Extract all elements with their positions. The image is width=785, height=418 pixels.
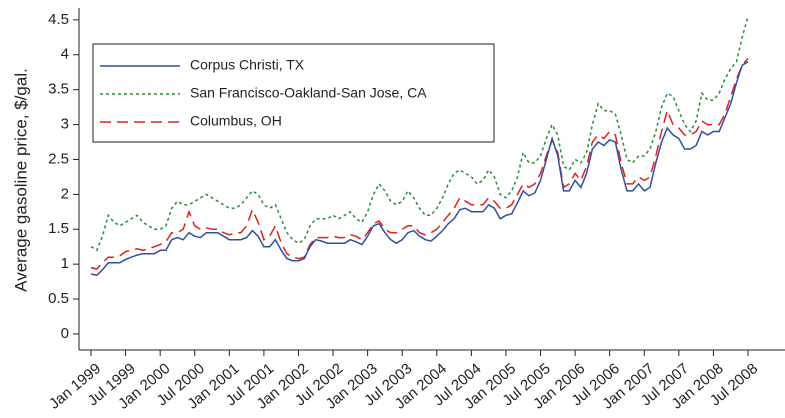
y-tick-label: 1 bbox=[61, 255, 69, 272]
y-tick-label: 0 bbox=[61, 325, 69, 342]
y-tick-label: 3 bbox=[61, 116, 69, 133]
legend-label: Columbus, OH bbox=[190, 113, 282, 129]
series-line bbox=[90, 16, 749, 252]
y-tick-label: 4 bbox=[61, 46, 69, 63]
y-tick-label: 3.5 bbox=[48, 81, 69, 98]
y-tick-label: 4.5 bbox=[48, 11, 69, 28]
legend-label: San Francisco-Oakland-San Jose, CA bbox=[190, 85, 427, 101]
y-axis-label: Average gasoline price, $/gal. bbox=[11, 68, 30, 292]
y-tick-label: 2.5 bbox=[48, 150, 69, 167]
y-tick-label: 2 bbox=[61, 185, 69, 202]
y-tick-label: 0.5 bbox=[48, 290, 69, 307]
legend-box bbox=[92, 43, 495, 143]
series-line bbox=[90, 61, 749, 277]
legend-label: Corpus Christi, TX bbox=[190, 57, 305, 73]
series-line bbox=[90, 57, 749, 270]
y-tick-label: 1.5 bbox=[48, 220, 69, 237]
